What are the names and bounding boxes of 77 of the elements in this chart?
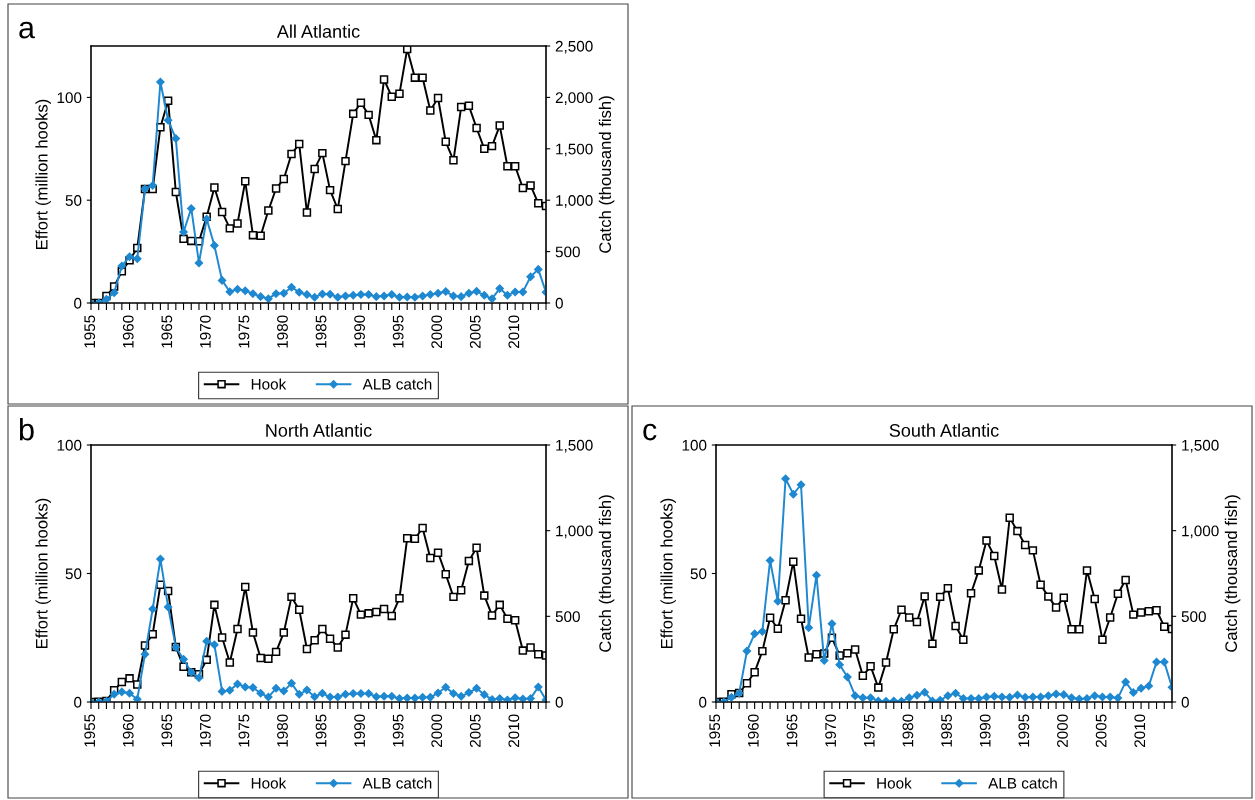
text: b xyxy=(19,418,34,441)
text: c xyxy=(643,423,657,441)
y2-tick-label: 500 xyxy=(1181,611,1206,623)
text: a xyxy=(19,21,35,39)
y2-tick-label: 1,500 xyxy=(1182,439,1219,453)
x-tick-label: 1970 xyxy=(199,315,211,348)
x-tick-label: 1995 xyxy=(392,714,404,747)
y2-tick-label: 1,000 xyxy=(1182,525,1219,539)
y-axis-title: Effort (million hooks) xyxy=(35,498,51,648)
x-tick-label: 1955 xyxy=(709,714,721,747)
x-tick-label: 2010 xyxy=(508,315,520,349)
y2-tick-label: 0 xyxy=(555,297,563,309)
x-tick-label: 1985 xyxy=(315,315,327,348)
x-tick-label: 1985 xyxy=(315,714,327,747)
x-tick-label: 1995 xyxy=(1018,714,1030,747)
legend-label: ALB catch xyxy=(362,777,432,789)
y2-axis-title: Catch (thousand fish) xyxy=(1224,495,1241,652)
y2-tick-label: 2,000 xyxy=(555,92,593,105)
y-tick-label: 50 xyxy=(690,568,707,580)
y2-tick-label: 1,500 xyxy=(556,143,593,157)
x-tick-label: 1990 xyxy=(354,714,366,747)
x-tick-label: 2000 xyxy=(431,714,443,748)
legend-label: Hook xyxy=(877,777,912,789)
x-tick-label: 2005 xyxy=(469,714,481,748)
x-tick-label: 1960 xyxy=(747,714,759,747)
y-axis-title: Effort (million hooks) xyxy=(660,498,676,648)
x-tick-label: 1960 xyxy=(122,315,134,348)
x-tick-label: 1970 xyxy=(825,714,837,747)
chart-title: All Atlantic xyxy=(276,24,360,38)
y2-tick-label: 0 xyxy=(555,696,563,708)
y2-tick-label: 1,000 xyxy=(556,195,593,208)
x-tick-label: 1955 xyxy=(84,315,96,348)
y2-axis-title: Catch (thousand fish) xyxy=(598,96,615,253)
y-tick-label: 100 xyxy=(57,439,82,451)
y-tick-label: 0 xyxy=(74,696,82,708)
y-tick-label: 50 xyxy=(65,568,82,580)
x-tick-label: 1990 xyxy=(354,315,366,348)
legend-label: Hook xyxy=(251,777,287,789)
x-tick-label: 1955 xyxy=(84,714,96,747)
y2-tick-label: 500 xyxy=(555,611,580,623)
x-tick-label: 1965 xyxy=(161,714,173,747)
y2-tick-label: 0 xyxy=(1181,696,1189,708)
x-tick-label: 1995 xyxy=(392,315,404,348)
x-tick-label: 1965 xyxy=(786,714,798,747)
x-tick-label: 2005 xyxy=(469,315,481,349)
y2-tick-label: 500 xyxy=(555,246,580,258)
x-tick-label: 2000 xyxy=(431,315,443,349)
x-tick-label: 1980 xyxy=(277,315,288,348)
x-tick-label: 1980 xyxy=(277,714,288,747)
x-tick-label: 1965 xyxy=(161,315,173,348)
legend-label: Hook xyxy=(251,378,287,390)
y-tick-label: 100 xyxy=(682,439,707,451)
y2-tick-label: 1,500 xyxy=(556,439,593,453)
legend-label: ALB catch xyxy=(362,378,432,390)
x-tick-label: 1990 xyxy=(979,714,991,747)
legend-label: ALB catch xyxy=(988,777,1057,789)
y2-tick-label: 1,000 xyxy=(556,525,593,539)
x-tick-label: 1975 xyxy=(238,714,250,747)
y-tick-label: 100 xyxy=(57,92,82,104)
x-tick-label: 1985 xyxy=(941,714,952,747)
x-tick-label: 1975 xyxy=(238,315,250,348)
x-tick-label: 2005 xyxy=(1095,714,1107,748)
x-tick-label: 2010 xyxy=(1134,714,1146,748)
x-tick-label: 1980 xyxy=(902,714,914,747)
y2-axis-title: Catch (thousand fish) xyxy=(598,495,615,652)
x-tick-label: 2010 xyxy=(508,714,520,748)
y-axis-title: Effort (million hooks) xyxy=(35,99,51,249)
y-tick-label: 0 xyxy=(74,297,82,309)
x-tick-label: 2000 xyxy=(1057,714,1068,748)
chart-title: South Atlantic xyxy=(889,423,999,437)
y-tick-label: 0 xyxy=(699,696,707,708)
x-tick-label: 1960 xyxy=(122,714,134,747)
y-tick-label: 50 xyxy=(65,195,82,206)
chart-title: North Atlantic xyxy=(266,423,372,437)
x-tick-label: 1970 xyxy=(199,714,211,747)
y2-tick-label: 2,500 xyxy=(555,40,593,54)
x-tick-label: 1975 xyxy=(863,714,875,747)
